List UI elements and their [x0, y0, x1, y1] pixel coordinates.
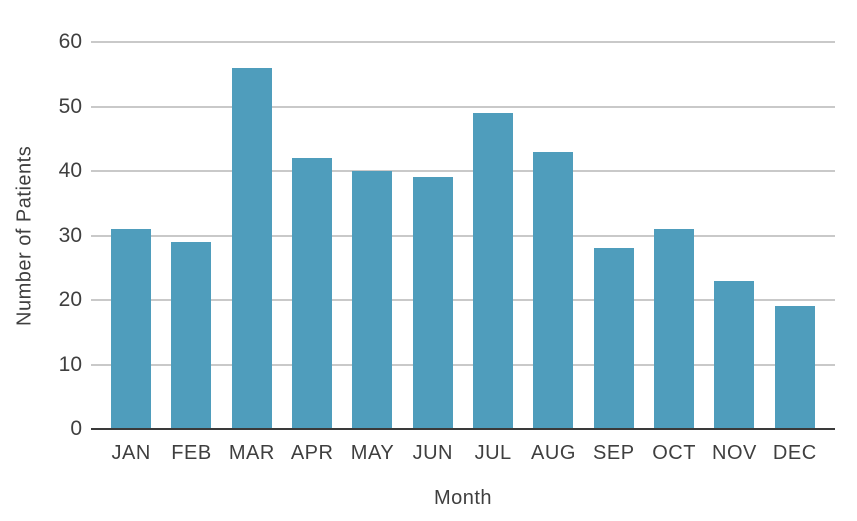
- bar-slot-oct: [644, 42, 704, 429]
- y-tick-label-60: 60: [58, 30, 82, 53]
- x-axis-tick-labels: JAN FEB MAR APR MAY JUN JUL AUG SEP OCT NOV DEC: [91, 440, 835, 466]
- bar-jan: [111, 229, 152, 429]
- x-tick-label-feb: FEB: [171, 442, 212, 464]
- bar-slot-feb: [161, 42, 221, 429]
- y-tick-label-20: 20: [58, 288, 82, 312]
- bar-oct: [654, 229, 695, 429]
- x-tick-label-nov: NOV: [712, 442, 757, 464]
- bar-slot-nov: [704, 42, 764, 429]
- bar-slot-dec: [765, 42, 825, 429]
- plot-area: 0 10 20 30 40 50 60: [59, 31, 835, 440]
- bar-slot-mar: [222, 42, 282, 429]
- gridline-30: [91, 234, 835, 237]
- gridline-40: [91, 170, 835, 173]
- x-tick-label-jun: JUN: [412, 442, 453, 464]
- x-axis-line: [91, 428, 835, 430]
- bar-slot-jan: [101, 42, 161, 429]
- bars-group: [91, 42, 835, 429]
- bar-slot-jun: [403, 42, 463, 429]
- gridline-50: [91, 105, 835, 108]
- bar-may: [352, 171, 393, 429]
- bar-mar: [231, 67, 272, 429]
- y-tick-label-10: 10: [58, 352, 82, 376]
- gridline-20: [91, 299, 835, 302]
- bar-apr: [292, 158, 333, 429]
- bar-jul: [473, 112, 514, 429]
- bar-dec: [774, 306, 815, 429]
- x-tick-label-aug: AUG: [531, 442, 576, 464]
- bar-slot-may: [342, 42, 402, 429]
- x-tick-label-apr: APR: [290, 442, 334, 464]
- bar-aug: [533, 151, 574, 429]
- x-tick-label-mar: MAR: [228, 442, 275, 464]
- y-tick-label-40: 40: [58, 159, 82, 183]
- bar-slot-jul: [463, 42, 523, 429]
- x-tick-label-jul: JUL: [474, 442, 512, 464]
- bar-feb: [171, 241, 212, 429]
- y-tick-label-30: 30: [58, 223, 82, 247]
- x-tick-label-dec: DEC: [772, 442, 817, 464]
- y-axis-title: Number of Patients: [13, 145, 36, 326]
- bar-nov: [714, 280, 755, 429]
- x-tick-label-sep: SEP: [593, 442, 635, 464]
- y-tick-label-0: 0: [70, 417, 82, 440]
- x-tick-label-oct: OCT: [652, 442, 696, 464]
- bar-slot-sep: [584, 42, 644, 429]
- bar-sep: [593, 248, 634, 429]
- y-tick-label-50: 50: [58, 94, 82, 118]
- x-axis-title: Month: [433, 487, 493, 509]
- bar-jun: [412, 177, 453, 429]
- bar-slot-aug: [523, 42, 583, 429]
- x-tick-label-may: MAY: [350, 442, 395, 464]
- bar-slot-apr: [282, 42, 342, 429]
- gridline-10: [91, 363, 835, 366]
- x-tick-label-jan: JAN: [111, 442, 151, 464]
- gridline-60: [91, 41, 835, 43]
